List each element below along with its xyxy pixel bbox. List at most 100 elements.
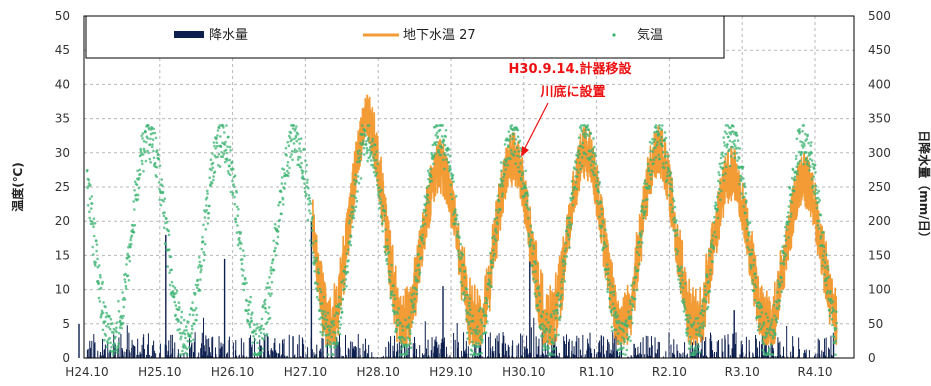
air-temp-point — [560, 280, 563, 284]
air-temp-point — [701, 326, 704, 330]
air-temp-point — [279, 200, 282, 204]
air-temp-point — [314, 287, 318, 290]
air-temp-point — [167, 229, 170, 233]
air-temp-point — [781, 251, 785, 254]
air-temp-point — [798, 128, 801, 131]
air-temp-point — [482, 310, 485, 314]
air-temp-point — [297, 138, 301, 141]
y-left-tick-label: 50 — [55, 9, 70, 23]
air-temp-point — [368, 155, 372, 158]
air-temp-point — [338, 326, 342, 330]
air-temp-point — [731, 130, 735, 133]
air-temp-point — [395, 328, 398, 331]
air-temp-point — [306, 178, 309, 182]
air-temp-point — [524, 169, 527, 173]
air-temp-point — [769, 352, 772, 356]
air-temp-point — [631, 321, 634, 325]
air-temp-point — [276, 235, 280, 239]
air-temp-point — [761, 348, 765, 352]
air-temp-point — [793, 178, 797, 181]
air-temp-point — [386, 245, 390, 248]
air-temp-point — [210, 168, 213, 172]
air-temp-point — [437, 151, 441, 154]
x-ticks: H24.10 H25.10 H26.10 H27.10 H28.10 H29.10 H30.… — [65, 365, 832, 379]
air-temp-point — [456, 233, 459, 236]
air-temp-point — [802, 124, 806, 127]
air-temp-point — [577, 156, 580, 159]
air-temp-point — [152, 127, 155, 131]
air-temp-point — [579, 127, 583, 130]
air-temp-point — [105, 324, 108, 328]
air-temp-point — [807, 141, 810, 145]
air-temp-point — [606, 263, 609, 266]
air-temp-point — [825, 253, 828, 257]
air-temp-point — [167, 233, 171, 237]
annotation-arrow-line — [523, 102, 549, 151]
air-temp-point — [395, 330, 398, 333]
air-temp-point — [571, 196, 575, 199]
air-temp-point — [188, 313, 192, 316]
air-temp-point — [313, 259, 316, 262]
air-temp-point — [251, 311, 254, 315]
air-temp-point — [353, 182, 357, 186]
air-temp-point — [708, 272, 712, 276]
air-temp-point — [595, 179, 599, 183]
air-temp-point — [480, 321, 484, 325]
air-temp-point — [93, 221, 97, 225]
air-temp-point — [229, 190, 233, 194]
air-temp-point — [323, 327, 327, 330]
air-temp-point — [657, 133, 661, 136]
air-temp-point — [407, 326, 410, 330]
air-temp-point — [381, 230, 384, 233]
air-temp-point — [248, 325, 252, 329]
air-temp-point — [805, 137, 809, 141]
air-temp-point — [135, 183, 139, 187]
air-temp-point — [127, 255, 131, 259]
air-temp-point — [315, 256, 319, 260]
air-temp-point — [446, 153, 450, 156]
air-temp-point — [579, 144, 583, 148]
air-temp-point — [270, 272, 273, 275]
air-temp-point — [223, 160, 227, 164]
air-temp-point — [136, 169, 139, 173]
air-temp-point — [753, 298, 757, 302]
air-temp-point — [525, 204, 529, 207]
air-temp-point — [692, 323, 695, 327]
air-temp-point — [458, 236, 461, 240]
air-temp-point — [289, 131, 293, 135]
air-temp-point — [349, 214, 352, 217]
air-temp-point — [477, 309, 481, 313]
air-temp-point — [588, 157, 592, 161]
air-temp-point — [565, 255, 569, 258]
air-temp-point — [346, 270, 350, 274]
air-temp-point — [415, 292, 419, 296]
air-temp-point — [237, 208, 240, 211]
air-temp-point — [516, 154, 519, 158]
air-temp-point — [759, 302, 762, 306]
air-temp-point — [721, 166, 725, 170]
air-temp-point — [152, 149, 155, 153]
air-temp-point — [491, 258, 495, 261]
air-temp-point — [694, 317, 698, 320]
air-temp-point — [140, 159, 144, 163]
air-temp-point — [467, 322, 471, 326]
air-temp-point — [422, 210, 426, 214]
air-temp-point — [462, 263, 465, 267]
air-temp-point — [240, 242, 243, 245]
air-temp-point — [568, 226, 572, 230]
air-temp-point — [602, 246, 606, 249]
air-temp-point — [551, 347, 555, 351]
air-temp-point — [486, 320, 489, 323]
air-temp-point — [666, 174, 669, 178]
air-temp-point — [700, 322, 703, 326]
air-temp-point — [393, 311, 397, 314]
air-temp-point — [778, 283, 782, 287]
air-temp-point — [806, 133, 809, 137]
air-temp-point — [565, 226, 569, 229]
air-temp-point — [541, 322, 544, 326]
air-temp-point — [727, 135, 730, 139]
air-temp-point — [673, 216, 676, 220]
air-temp-point — [380, 216, 383, 219]
air-temp-point — [591, 147, 594, 151]
air-temp-point — [711, 239, 714, 242]
